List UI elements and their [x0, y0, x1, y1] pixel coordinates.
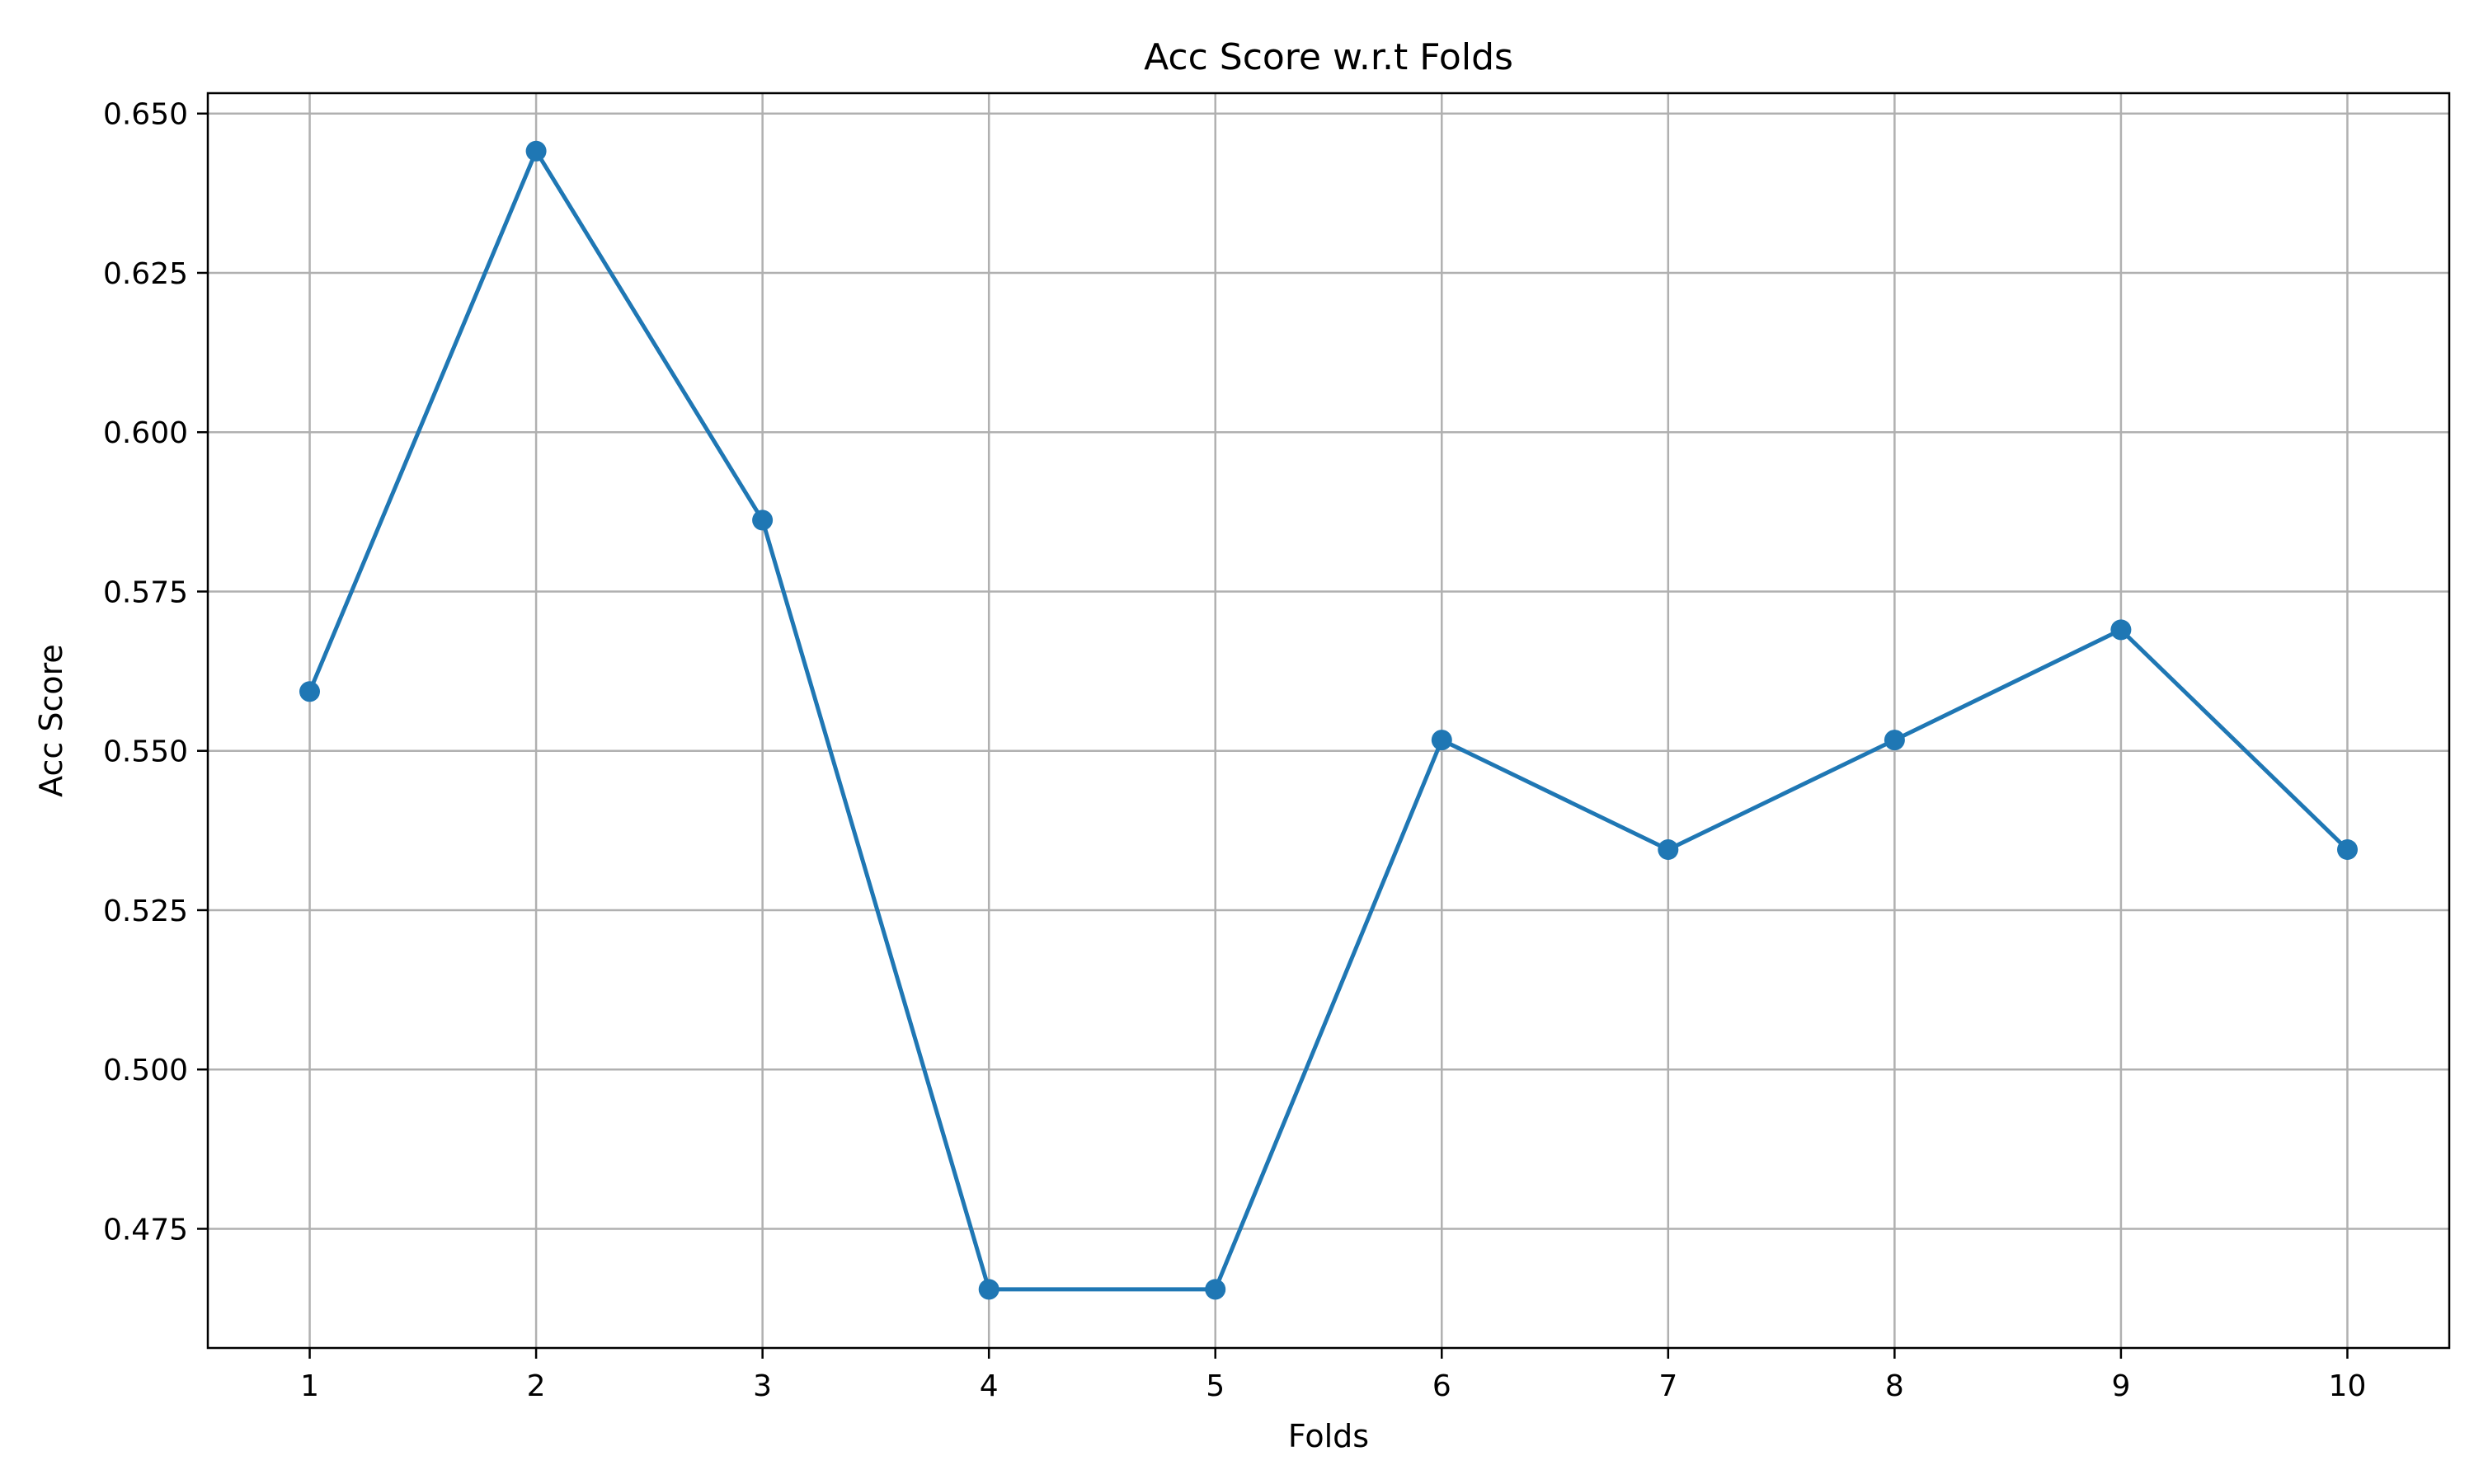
y-tick-label: 0.625 [103, 257, 188, 291]
x-tick-label: 5 [1206, 1369, 1225, 1403]
y-tick-label: 0.650 [103, 98, 188, 132]
x-tick-label: 10 [2329, 1369, 2367, 1403]
series-line [308, 148, 2349, 1292]
x-tick-label: 7 [1658, 1369, 1677, 1403]
data-point [2110, 619, 2132, 641]
data-point [978, 1279, 999, 1300]
data-point [2337, 839, 2358, 860]
x-tick-label: 6 [1432, 1369, 1451, 1403]
plot-frame [206, 92, 2451, 1350]
y-tick-label: 0.550 [103, 735, 188, 769]
y-axis-ticks: 0.475 0.500 0.525 0.550 0.575 0.600 0.625 0.650 [103, 98, 208, 1247]
x-gridlines [308, 93, 2349, 1348]
data-point [299, 681, 320, 702]
chart-title: Acc Score w.r.t Folds [1144, 36, 1513, 78]
x-axis-label: Folds [1288, 1418, 1369, 1454]
x-tick-label: 2 [527, 1369, 546, 1403]
data-point [525, 140, 547, 162]
x-tick-label: 9 [2111, 1369, 2130, 1403]
y-tick-label: 0.575 [103, 575, 188, 609]
x-tick-label: 1 [300, 1369, 319, 1403]
data-point [1205, 1279, 1226, 1300]
x-tick-label: 4 [980, 1369, 999, 1403]
x-axis-ticks: 1 2 3 4 5 6 7 8 9 10 [300, 1348, 2366, 1403]
y-tick-label: 0.525 [103, 895, 188, 928]
y-tick-label: 0.500 [103, 1054, 188, 1087]
y-tick-label: 0.600 [103, 416, 188, 450]
y-axis-label: Acc Score [33, 644, 69, 797]
data-point [1431, 730, 1452, 751]
data-point [1658, 839, 1679, 860]
y-tick-label: 0.475 [103, 1213, 188, 1247]
series-layer [299, 140, 2358, 1300]
y-gridlines [208, 112, 2449, 1230]
x-tick-label: 8 [1885, 1369, 1904, 1403]
data-point [752, 510, 774, 531]
data-point [1884, 730, 1905, 751]
x-tick-label: 3 [753, 1369, 772, 1403]
